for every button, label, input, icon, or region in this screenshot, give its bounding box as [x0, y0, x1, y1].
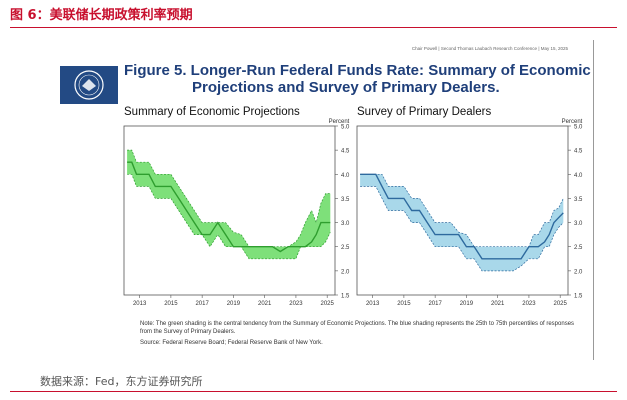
panel-2-lower-edge — [360, 186, 564, 272]
panel-1-ytick-label: 4.0 — [341, 173, 350, 179]
slide-title: Figure 5. Longer-Run Federal Funds Rate:… — [124, 62, 591, 96]
panel-2-xtick-label: 2021 — [491, 301, 505, 307]
panel-1-ytick-label: 4.5 — [341, 149, 350, 155]
figure-title: 图 6：美联储长期政策利率预期 — [10, 8, 193, 23]
panel-1-xtick-label: 2025 — [321, 301, 335, 307]
fed-seal-logo — [60, 66, 118, 104]
panel-1-upper-edge — [127, 149, 331, 248]
panel-2-ylabel: Percent — [562, 119, 583, 125]
slide-credit: Chair Powell | Second Thomas Laubach Res… — [411, 46, 568, 51]
panel-1-ylabel: Percent — [329, 119, 350, 125]
panel-2-ytick-label: 3.0 — [574, 221, 583, 227]
chart-source-note: Source: Federal Reserve Board; Federal R… — [140, 340, 323, 346]
panel-1-xtick-label: 2019 — [227, 301, 241, 307]
panel-1-ytick-label: 3.0 — [341, 221, 350, 227]
panel-1-band — [127, 150, 331, 259]
data-source: 数据来源：Fed，东方证券研究所 — [40, 375, 203, 388]
panel-2-ytick-label: 1.5 — [574, 294, 583, 300]
slide: Chair Powell | Second Thomas Laubach Res… — [60, 40, 600, 358]
panel-title-sep: Summary of Economic Projections — [124, 106, 300, 118]
seal-icon — [74, 70, 104, 100]
panel-1-ytick-label: 2.5 — [341, 245, 350, 251]
panel-2-ytick-label: 4.5 — [574, 149, 583, 155]
panel-2-ytick-label: 5.0 — [574, 125, 583, 131]
chart-note: Note: The green shading is the central t… — [140, 321, 575, 335]
panel-1-median-line — [127, 161, 331, 253]
slide-title-line-2: Projections and Survey of Primary Dealer… — [192, 79, 500, 96]
slide-edge — [593, 40, 594, 360]
panel-1-xtick-label: 2021 — [258, 301, 272, 307]
panel-1-xtick-label: 2023 — [289, 301, 303, 307]
slide-title-line-1: Figure 5. Longer-Run Federal Funds Rate:… — [124, 62, 591, 79]
panel-1-ytick-label: 5.0 — [341, 125, 350, 131]
panel-2-upper-edge — [360, 173, 564, 248]
panel-2-xtick-label: 2013 — [366, 301, 380, 307]
panel-1-frame — [123, 125, 336, 296]
panel-1-xtick-label: 2013 — [133, 301, 147, 307]
panel-2-ytick-label: 2.0 — [574, 269, 583, 275]
bottom-rule — [10, 391, 617, 392]
panel-2-median-line — [360, 173, 564, 260]
panel-2-frame — [356, 125, 569, 296]
panel-1-ytick-label: 3.5 — [341, 197, 350, 203]
top-rule — [10, 27, 617, 28]
panel-2-xtick-label: 2017 — [428, 301, 442, 307]
panel-title-dealers: Survey of Primary Dealers — [357, 106, 492, 118]
panel-1-ytick-label: 2.0 — [341, 269, 350, 275]
panel-2-band — [360, 174, 564, 271]
panel-1-ytick-label: 1.5 — [341, 294, 350, 300]
panel-2-xtick-label: 2019 — [460, 301, 474, 307]
panel-2-xtick-label: 2025 — [554, 301, 568, 307]
panel-2-ytick-label: 4.0 — [574, 173, 583, 179]
panel-2-xtick-label: 2023 — [522, 301, 536, 307]
panel-2-ytick-label: 2.5 — [574, 245, 583, 251]
panel-1-xtick-label: 2015 — [164, 301, 178, 307]
panel-2-ytick-label: 3.5 — [574, 197, 583, 203]
panel-1-xtick-label: 2017 — [195, 301, 209, 307]
panel-2-xtick-label: 2015 — [397, 301, 411, 307]
